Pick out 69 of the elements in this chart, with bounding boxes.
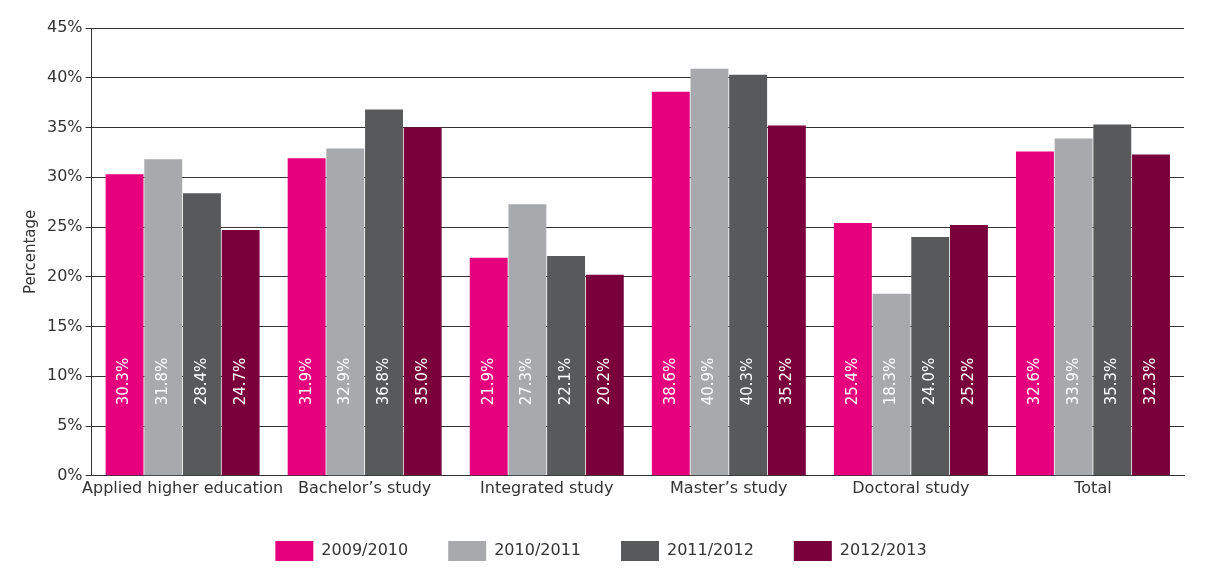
bar: [326, 148, 365, 476]
bar: [508, 204, 547, 476]
bar: [1054, 138, 1093, 476]
data-label: 32.6%: [1024, 357, 1043, 406]
data-label: 40.9%: [699, 357, 718, 406]
legend-label: 2009/2010: [321, 540, 409, 560]
data-label: 32.9%: [335, 357, 354, 406]
bar: [729, 74, 768, 476]
y-tick-label: 15%: [47, 315, 83, 335]
data-label: 28.4%: [191, 357, 210, 406]
y-tick-label: 45%: [47, 17, 83, 37]
data-label: 31.9%: [296, 357, 315, 406]
data-label: 25.2%: [958, 357, 977, 406]
bar: [651, 91, 690, 476]
y-tick-label: 0%: [57, 464, 83, 484]
y-tick-label: 10%: [47, 365, 83, 385]
y-axis-title: Percentage: [20, 209, 39, 295]
bar: [403, 127, 442, 476]
data-label: 35.3%: [1102, 357, 1121, 406]
x-tick-label: Total: [1073, 477, 1112, 497]
x-tick-label: Master’s study: [670, 477, 788, 497]
bar: [585, 274, 624, 476]
y-tick-label: 40%: [47, 66, 83, 86]
x-tick-label: Bachelor’s study: [298, 477, 432, 497]
bar: [469, 257, 508, 476]
data-label: 25.4%: [842, 357, 861, 406]
bar: [767, 125, 806, 476]
bar: [105, 174, 144, 476]
data-label: 24.7%: [230, 357, 249, 406]
y-tick-label: 20%: [47, 265, 83, 285]
y-tick-label: 35%: [47, 116, 83, 136]
bar: [949, 225, 988, 476]
data-label: 30.3%: [114, 357, 133, 406]
data-label: 40.3%: [738, 357, 757, 406]
y-tick-label: 5%: [57, 415, 83, 435]
y-tick-label: 25%: [47, 216, 83, 236]
data-label: 20.2%: [594, 357, 613, 406]
data-label: 18.3%: [881, 357, 900, 406]
y-tick-label: 30%: [47, 166, 83, 186]
bar: [221, 230, 260, 476]
data-label: 35.2%: [776, 357, 795, 406]
data-label: 33.9%: [1063, 357, 1082, 406]
legend-label: 2010/2011: [494, 540, 581, 560]
bar: [1132, 154, 1170, 476]
data-label: 24.0%: [920, 357, 939, 406]
bar: [287, 158, 326, 476]
bar: [365, 109, 403, 476]
bar: [547, 255, 586, 476]
data-label: 32.3%: [1140, 357, 1159, 406]
legend-label: 2011/2012: [667, 540, 754, 560]
x-tick-label: Doctoral study: [852, 477, 970, 497]
bar: [182, 193, 221, 476]
bar: [144, 159, 183, 476]
data-label: 36.8%: [373, 357, 392, 406]
data-label: 35.0%: [412, 357, 431, 406]
legend-label: 2012/2013: [839, 540, 927, 560]
data-label: 31.8%: [153, 357, 172, 406]
bar: [872, 293, 911, 476]
data-label: 38.6%: [660, 357, 679, 406]
x-tick-label: Applied higher education: [82, 477, 284, 497]
bar: [833, 223, 872, 476]
data-label: 22.1%: [555, 357, 574, 406]
bar: [690, 68, 729, 476]
bar: [911, 236, 950, 476]
bar: [1015, 151, 1054, 476]
bar: [1093, 124, 1132, 476]
x-tick-label: Integrated study: [480, 477, 614, 497]
data-label: 21.9%: [478, 357, 497, 406]
data-label: 27.3%: [517, 357, 536, 406]
